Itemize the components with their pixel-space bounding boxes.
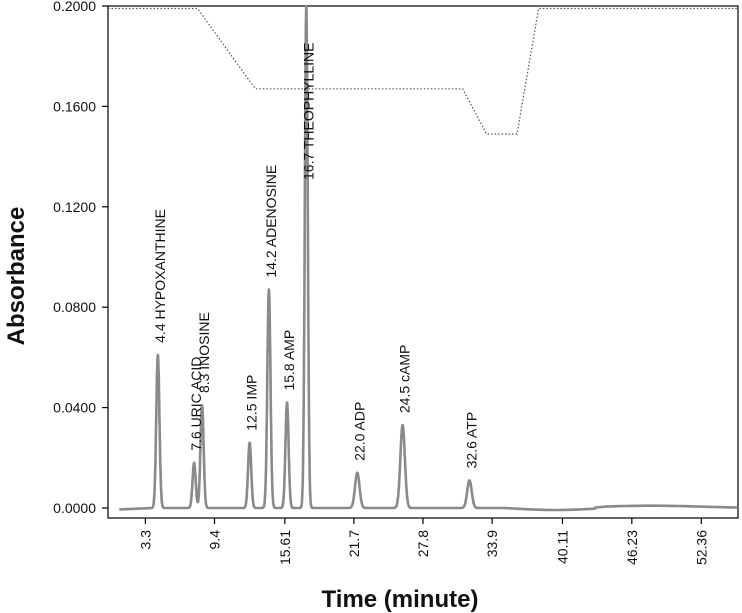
x-tick-label: 21.7 xyxy=(346,530,362,557)
peak-label: 15.8 AMP xyxy=(281,330,297,391)
peak-point xyxy=(201,404,203,406)
peak-label: 4.4 HYPOXANTHINE xyxy=(152,209,168,343)
peak-label: 14.2 ADENOSINE xyxy=(263,165,279,278)
x-tick-label: 15.61 xyxy=(277,530,293,565)
peak-point xyxy=(193,461,195,464)
peak-label: 32.6 ATP xyxy=(463,412,479,469)
y-tick-label: 0.2000 xyxy=(53,0,96,14)
peak-label: 22.0 ADP xyxy=(351,402,367,461)
peak-point xyxy=(356,472,359,474)
peak-label: 12.5 IMP xyxy=(244,375,260,431)
peak-point xyxy=(157,354,159,356)
peak-point xyxy=(248,441,251,444)
y-axis-title: Absorbance xyxy=(3,207,30,346)
x-tick-label: 9.4 xyxy=(207,530,223,550)
x-tick-label: 27.8 xyxy=(415,530,431,557)
gradient-line-layer xyxy=(108,7,738,135)
x-tick-label: 33.9 xyxy=(484,530,500,557)
y-tick-label: 0.0000 xyxy=(53,500,96,516)
x-tick-label: 46.23 xyxy=(624,530,640,565)
gradient-line xyxy=(108,7,738,135)
signal-line-layer xyxy=(118,4,739,512)
y-tick-label: 0.0800 xyxy=(53,299,96,315)
axes: 0.0000 0.0400 0.0800 0.1200 0.1600 0.2000 3.3 9… xyxy=(53,0,739,565)
x-axis-title: Time (minute) xyxy=(322,586,479,613)
y-tick-label: 0.1600 xyxy=(53,98,96,114)
signal-line xyxy=(118,4,739,512)
x-tick-label: 40.11 xyxy=(554,530,570,564)
y-tick-label: 0.0400 xyxy=(53,400,96,416)
peak-point xyxy=(401,424,404,426)
peak-point xyxy=(468,479,471,482)
peak-point xyxy=(286,401,288,404)
peak-point xyxy=(305,5,308,7)
y-tick-label: 0.1200 xyxy=(53,199,96,215)
peak-label: 7.6 URIC ACID xyxy=(188,357,204,451)
peak-point xyxy=(268,288,270,291)
peak-label: 8.3 INOSINE xyxy=(196,312,212,393)
x-tick-label: 3.3 xyxy=(137,530,153,550)
peak-label: 16.7 THEOPHYLLINE xyxy=(300,43,316,180)
peak-label: 24.5 cAMP xyxy=(397,345,413,413)
x-tick-label: 52.36 xyxy=(693,530,709,565)
